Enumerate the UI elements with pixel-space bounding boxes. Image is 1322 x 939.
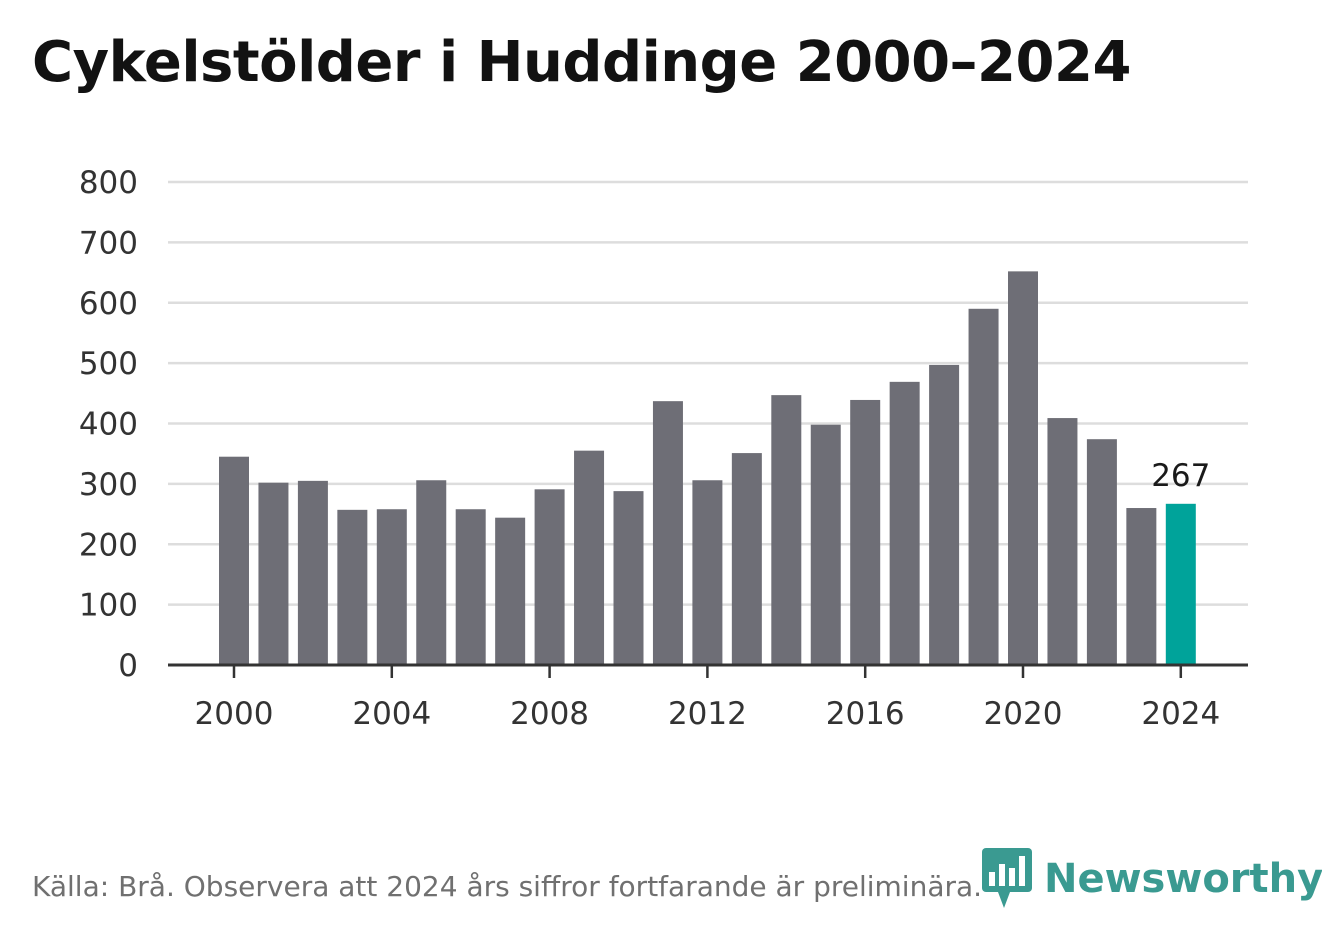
x-tick-label: 2008: [510, 696, 589, 732]
y-tick-label: 0: [118, 648, 138, 684]
x-tick-label: 2024: [1141, 696, 1220, 732]
bar-2023: [1126, 508, 1157, 665]
y-axis-labels: 0 100 200 300 400 500 600 700 800: [79, 165, 138, 684]
y-tick-label: 500: [79, 346, 138, 382]
bar-2003: [337, 509, 368, 665]
brand-name: Newsworthy: [1044, 856, 1322, 902]
bar-2020: [1008, 271, 1038, 665]
bar-2010: [613, 491, 644, 665]
source-note: Källa: Brå. Observera att 2024 års siffr…: [32, 870, 983, 903]
bar-2016: [850, 399, 881, 665]
x-tick-label: 2012: [668, 696, 747, 732]
bar-2004: [376, 509, 407, 665]
bar-2019: [968, 308, 999, 665]
x-axis-labels: 2000 2004 2008 2012 2016 2020 2024: [195, 665, 1220, 732]
annotations: 267: [1151, 458, 1210, 494]
y-tick-label: 800: [79, 165, 138, 201]
y-tick-label: 300: [79, 467, 138, 503]
bar-2001: [258, 482, 289, 665]
bar-2014: [771, 395, 802, 665]
x-tick-label: 2000: [195, 696, 274, 732]
bar-2005: [416, 480, 447, 665]
x-tick-label: 2020: [984, 696, 1063, 732]
bar-2011: [652, 401, 683, 665]
y-tick-label: 400: [79, 407, 138, 443]
x-tick-label: 2004: [352, 696, 431, 732]
bar-2022: [1086, 439, 1117, 665]
chart-title: Cykelstölder i Huddinge 2000–2024: [32, 30, 1131, 95]
bar-2024: [1165, 503, 1196, 665]
bar-2015: [810, 424, 841, 665]
bar-2008: [534, 489, 565, 665]
brand-logo: Newsworthy: [982, 848, 1322, 910]
bars: [219, 271, 1196, 665]
bar-2012: [692, 480, 723, 665]
data-label: 267: [1151, 458, 1210, 494]
bar-2006: [455, 509, 486, 665]
bar-2002: [297, 480, 328, 665]
bar-2021: [1047, 418, 1078, 665]
bar-2009: [574, 450, 605, 665]
bar-2000: [219, 456, 249, 665]
bar-2007: [495, 517, 526, 665]
y-tick-label: 600: [79, 286, 138, 322]
newsworthy-logo-icon: [982, 848, 1032, 908]
bar-2018: [929, 364, 960, 665]
y-tick-label: 700: [79, 225, 138, 261]
bar-2017: [889, 381, 920, 665]
bar-2013: [731, 453, 762, 665]
x-tick-label: 2016: [826, 696, 905, 732]
y-tick-label: 200: [79, 527, 138, 563]
y-tick-label: 100: [79, 588, 138, 624]
